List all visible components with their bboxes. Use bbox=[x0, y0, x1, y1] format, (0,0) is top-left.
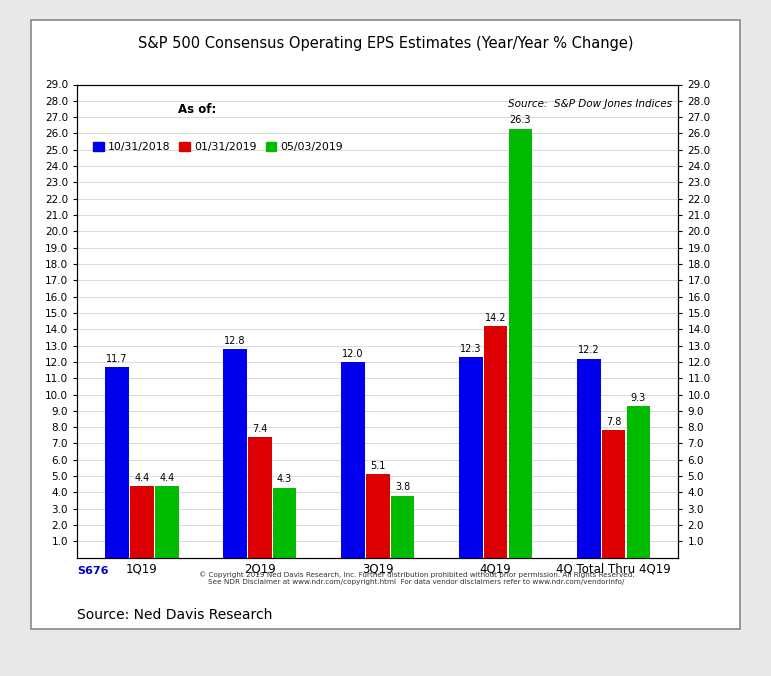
Text: S&P 500 Consensus Operating EPS Estimates (Year/Year % Change): S&P 500 Consensus Operating EPS Estimate… bbox=[138, 37, 633, 51]
Bar bbox=[627, 406, 650, 558]
Bar bbox=[577, 359, 601, 558]
Text: 12.0: 12.0 bbox=[342, 349, 364, 359]
Bar bbox=[391, 496, 414, 558]
Text: 11.7: 11.7 bbox=[106, 354, 128, 364]
Bar bbox=[342, 362, 365, 558]
Text: 5.1: 5.1 bbox=[370, 461, 386, 471]
Text: 12.3: 12.3 bbox=[460, 343, 482, 354]
Bar bbox=[273, 487, 296, 558]
Text: Source:  S&P Dow Jones Indices: Source: S&P Dow Jones Indices bbox=[508, 99, 672, 109]
Text: 3.8: 3.8 bbox=[395, 483, 410, 492]
Bar bbox=[366, 475, 389, 558]
Bar bbox=[248, 437, 271, 558]
Bar bbox=[130, 486, 153, 558]
Text: 14.2: 14.2 bbox=[485, 313, 507, 322]
Text: 12.8: 12.8 bbox=[224, 335, 246, 345]
Text: 12.2: 12.2 bbox=[578, 345, 600, 356]
Text: 9.3: 9.3 bbox=[631, 393, 646, 403]
Legend: 10/31/2018, 01/31/2019, 05/03/2019: 10/31/2018, 01/31/2019, 05/03/2019 bbox=[89, 137, 348, 156]
Bar bbox=[484, 326, 507, 558]
Bar bbox=[460, 357, 483, 558]
Text: 4.4: 4.4 bbox=[134, 473, 150, 483]
Text: 4.4: 4.4 bbox=[159, 473, 174, 483]
Bar bbox=[509, 128, 532, 558]
Text: As of:: As of: bbox=[178, 103, 217, 116]
Text: S676: S676 bbox=[77, 566, 109, 576]
Bar bbox=[602, 431, 625, 558]
Text: Source: Ned Davis Research: Source: Ned Davis Research bbox=[77, 608, 272, 623]
Text: 7.4: 7.4 bbox=[252, 424, 268, 434]
Text: 26.3: 26.3 bbox=[510, 116, 531, 125]
Text: 4.3: 4.3 bbox=[277, 475, 292, 484]
Bar bbox=[106, 367, 129, 558]
Text: © Copyright 2019 Ned Davis Research, Inc. Further distribution prohibited withou: © Copyright 2019 Ned Davis Research, Inc… bbox=[198, 571, 635, 585]
Text: 7.8: 7.8 bbox=[606, 417, 621, 427]
Bar bbox=[224, 349, 247, 558]
Bar bbox=[155, 486, 179, 558]
